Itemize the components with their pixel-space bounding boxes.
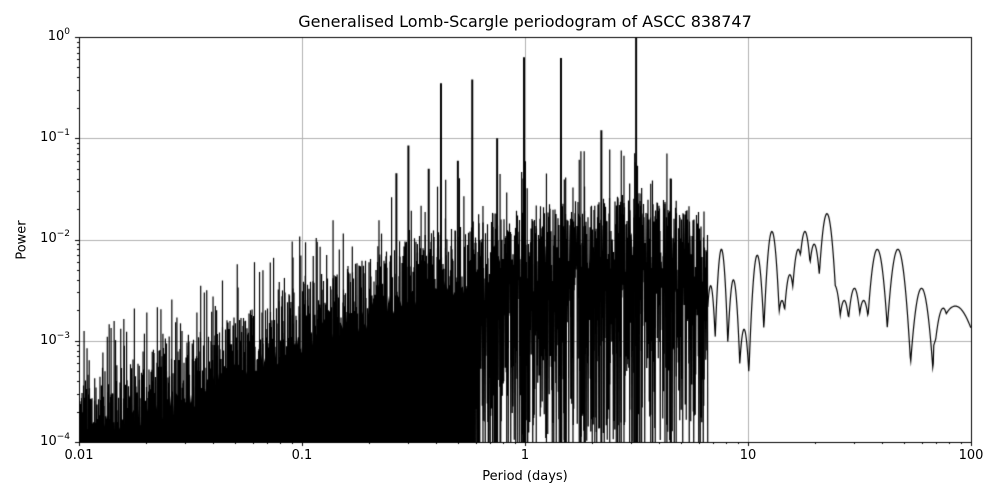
y-tick-label: 10−3 (40, 331, 70, 349)
x-tick-label: 100 (958, 448, 984, 463)
y-tick-label: 10−2 (40, 229, 70, 247)
x-axis-label: Period (days) (482, 469, 568, 484)
x-tick-label: 0.01 (64, 448, 94, 463)
y-axis-label: Power (14, 220, 30, 260)
y-tick-label: 10−1 (40, 128, 70, 146)
chart-title: Generalised Lomb-Scargle periodogram of … (298, 12, 752, 31)
y-tick-label: 10−4 (40, 432, 70, 450)
y-tick-label: 100 (47, 27, 70, 45)
x-tick-label: 10 (739, 448, 757, 463)
x-tick-label: 1 (520, 448, 530, 463)
x-tick-label: 0.1 (291, 448, 313, 463)
